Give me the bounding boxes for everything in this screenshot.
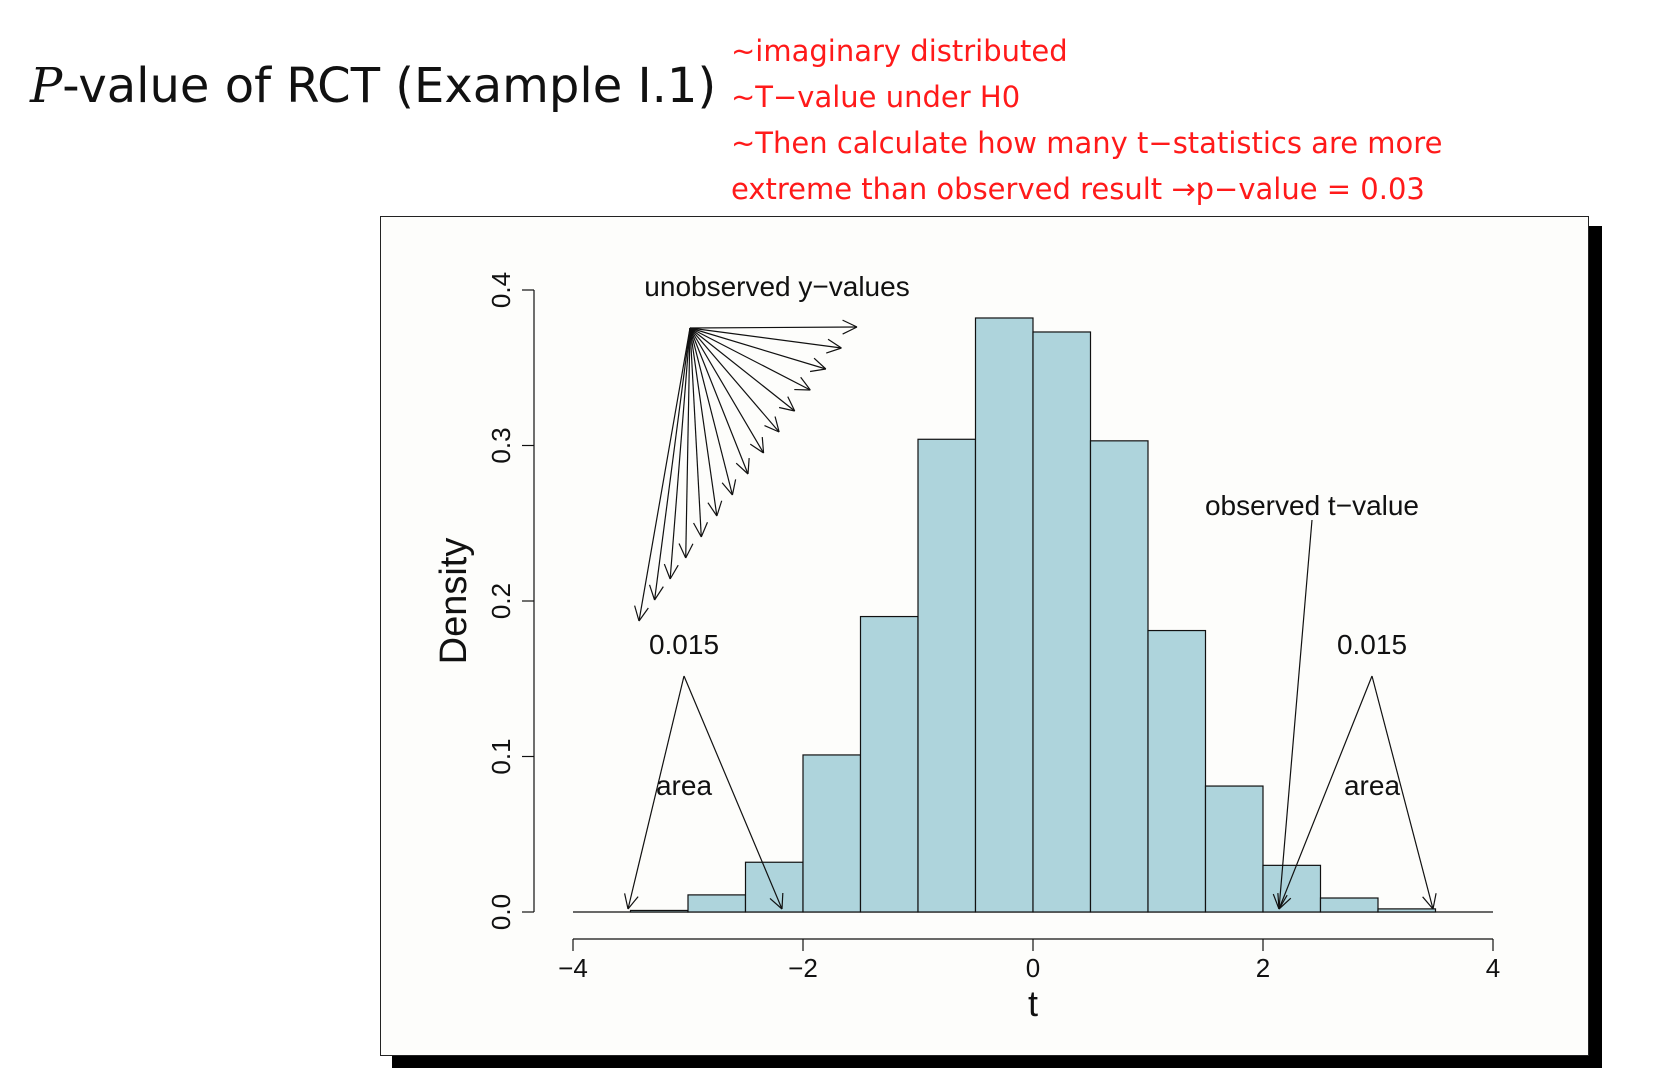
right-area-arrow — [1371, 675, 1434, 910]
unobserved-arrow-head — [774, 416, 780, 433]
unobserved-arrow — [689, 327, 749, 475]
right-area-arrow-head — [1277, 892, 1280, 910]
unobserved-arrow — [689, 327, 702, 538]
histogram-bar — [1319, 897, 1379, 913]
histogram-bar — [1089, 440, 1149, 913]
unobserved-arrow — [689, 327, 780, 433]
annotation-left-value: 0.015 — [649, 629, 719, 660]
unobserved-arrow-head — [663, 563, 671, 580]
unobserved-arrow — [653, 327, 691, 601]
unobserved-arrow — [669, 327, 691, 580]
unobserved-arrow — [689, 327, 796, 412]
unobserved-arrow — [689, 327, 765, 454]
left-area-arrow — [627, 675, 685, 910]
unobserved-arrow-head — [800, 376, 811, 391]
left-area-arrow-head — [624, 893, 629, 910]
unobserved-arrow-head — [809, 368, 826, 373]
unobserved-arrow-head — [693, 522, 702, 538]
x-tick-label: 2 — [1256, 953, 1270, 983]
y-axis-label: Density — [433, 538, 475, 665]
x-tick-label: −4 — [558, 953, 588, 983]
unobserved-arrow-head — [685, 543, 694, 559]
unobserved-arrow-head — [747, 457, 750, 475]
histogram-bar — [1377, 908, 1437, 913]
unobserved-arrow-head — [700, 522, 709, 538]
right-area-arrow-head — [1422, 896, 1434, 910]
histogram-bar — [859, 615, 919, 913]
histogram-bar — [1262, 864, 1322, 913]
left-area-arrow-head — [769, 897, 783, 910]
unobserved-arrow-head — [669, 564, 679, 580]
histogram-bar — [687, 894, 747, 913]
unobserved-arrow-head — [735, 462, 749, 475]
red-notes: ~imaginary distributed ~T−value under H0… — [731, 28, 1442, 212]
unobserved-arrow-head — [634, 605, 640, 622]
note-line: ~T−value under H0 — [731, 80, 1021, 114]
x-tick-label: −2 — [788, 953, 818, 983]
unobserved-arrow-head — [707, 502, 718, 517]
left-area-arrow — [683, 675, 783, 910]
unobserved-arrow — [685, 327, 691, 559]
unobserved-arrow-head — [787, 396, 796, 412]
histogram-bar — [917, 438, 977, 913]
annotation-right-label: area — [1344, 770, 1400, 801]
y-tick-label: 0.1 — [486, 738, 516, 774]
x-tick-label: 0 — [1026, 953, 1040, 983]
annotation-right-value: 0.015 — [1337, 629, 1407, 660]
note-line: ~Then calculate how many t−statistics ar… — [731, 126, 1443, 160]
unobserved-arrow — [638, 327, 691, 622]
unobserved-arrow-head — [842, 319, 858, 328]
note-line: ~imaginary distributed — [731, 34, 1068, 68]
unobserved-arrow-head — [827, 338, 842, 349]
unobserved-arrow-head — [813, 357, 827, 370]
unobserved-arrow-head — [716, 500, 723, 517]
y-tick-label: 0.0 — [486, 894, 516, 930]
unobserved-arrow — [689, 327, 827, 370]
unobserved-arrow-head — [731, 479, 737, 496]
histogram-bar — [974, 317, 1034, 913]
right-area-arrow — [1278, 675, 1373, 910]
unobserved-arrow-head — [764, 425, 780, 433]
left-area-arrow-head — [627, 896, 639, 910]
note-line: extreme than observed result →p−value = … — [731, 172, 1425, 206]
unobserved-arrow — [689, 326, 858, 329]
right-area-arrow-head — [1278, 897, 1292, 910]
right-area-arrow-head — [1432, 893, 1437, 910]
x-tick-label: 4 — [1486, 953, 1500, 983]
y-tick-label: 0.3 — [486, 427, 516, 463]
unobserved-arrow-head — [654, 586, 664, 601]
histogram-bar — [744, 861, 804, 913]
x-axis-label: t — [1028, 983, 1038, 1024]
unobserved-arrow-head — [778, 406, 795, 412]
unobserved-arrow — [689, 327, 734, 496]
unobserved-arrow-head — [678, 543, 687, 559]
unobserved-arrow — [689, 327, 718, 517]
slide-title: P-value of RCT (Example I.1) — [30, 58, 716, 114]
unobserved-arrow-head — [826, 347, 842, 354]
annotation-unobserved: unobserved y−values — [644, 271, 909, 302]
y-tick-label: 0.2 — [486, 583, 516, 619]
histogram-bar — [1032, 331, 1092, 913]
unobserved-arrow-head — [842, 326, 858, 335]
unobserved-arrow-head — [638, 607, 649, 622]
annotation-observed: observed t−value — [1205, 490, 1419, 521]
title-text: -value of RCT (Example I.1) — [62, 58, 717, 114]
unobserved-arrow-head — [648, 584, 656, 601]
unobserved-arrow-head — [749, 443, 764, 454]
histogram-bar — [802, 754, 862, 913]
observed-arrow — [1278, 519, 1313, 910]
title-p-variable: P — [30, 58, 63, 114]
unobserved-arrow — [689, 327, 842, 349]
unobserved-arrow-head — [761, 437, 765, 454]
annotation-left-label: area — [656, 770, 712, 801]
unobserved-arrow — [689, 327, 811, 391]
histogram-bar — [1204, 785, 1264, 913]
histogram-bar — [629, 909, 689, 913]
y-tick-label: 0.4 — [486, 272, 516, 308]
histogram-bar — [1147, 629, 1207, 913]
observed-arrow-head — [1272, 893, 1280, 910]
unobserved-arrow-head — [721, 482, 733, 496]
left-area-arrow-head — [781, 892, 784, 910]
